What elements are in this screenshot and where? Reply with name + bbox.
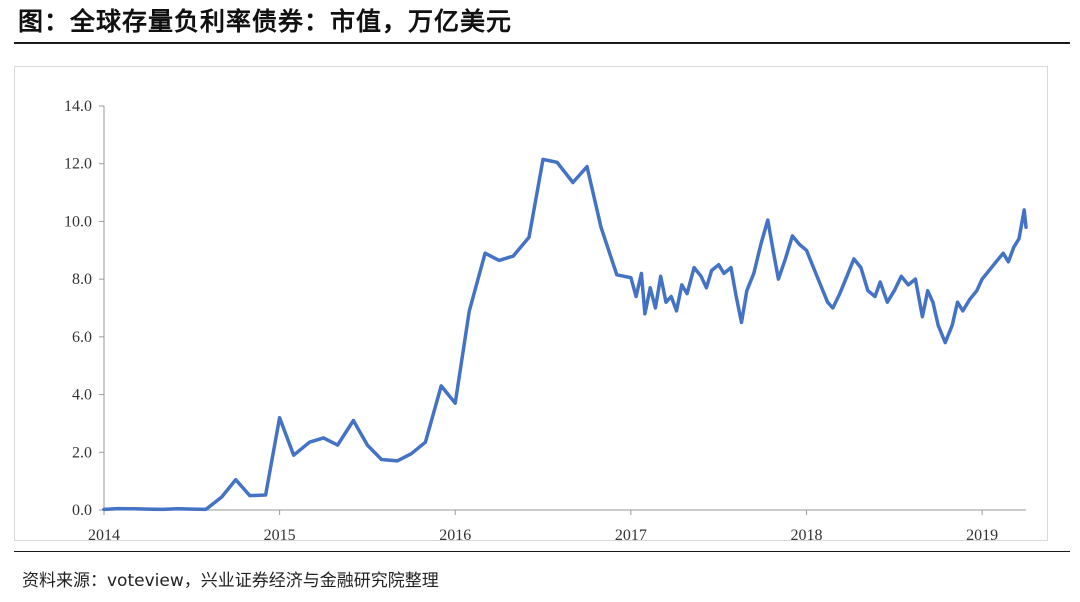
y-tick-label: 10.0 [64,213,92,230]
y-tick-label: 2.0 [72,444,92,461]
x-tick-label: 2018 [790,527,822,544]
line-chart: 0.0 2.0 4.0 6.0 8.0 10.0 12.0 14.0 2014 2015 2016 2… [64,98,1028,544]
y-tick-label: 12.0 [64,156,92,173]
source-note: 资料来源：voteview，兴业证券经济与金融研究院整理 [22,571,439,591]
x-tick-label: 2014 [88,527,120,544]
source-divider [14,551,1070,552]
chart-frame [14,66,1048,541]
x-tick-label: 2016 [439,527,471,544]
x-tick-label: 2015 [264,527,296,544]
y-tick-label: 4.0 [72,387,92,404]
y-tick-label: 6.0 [72,329,92,346]
figure-title: 图：全球存量负利率债券：市值，万亿美元 [18,7,513,36]
y-tick-label: 8.0 [72,271,92,288]
y-tick-label: 0.0 [72,502,92,519]
y-tick-label: 14.0 [64,98,92,115]
title-underline [14,42,1070,44]
x-tick-label: 2019 [966,527,998,544]
x-tick-label: 2017 [615,527,647,544]
series-line [102,157,1028,512]
